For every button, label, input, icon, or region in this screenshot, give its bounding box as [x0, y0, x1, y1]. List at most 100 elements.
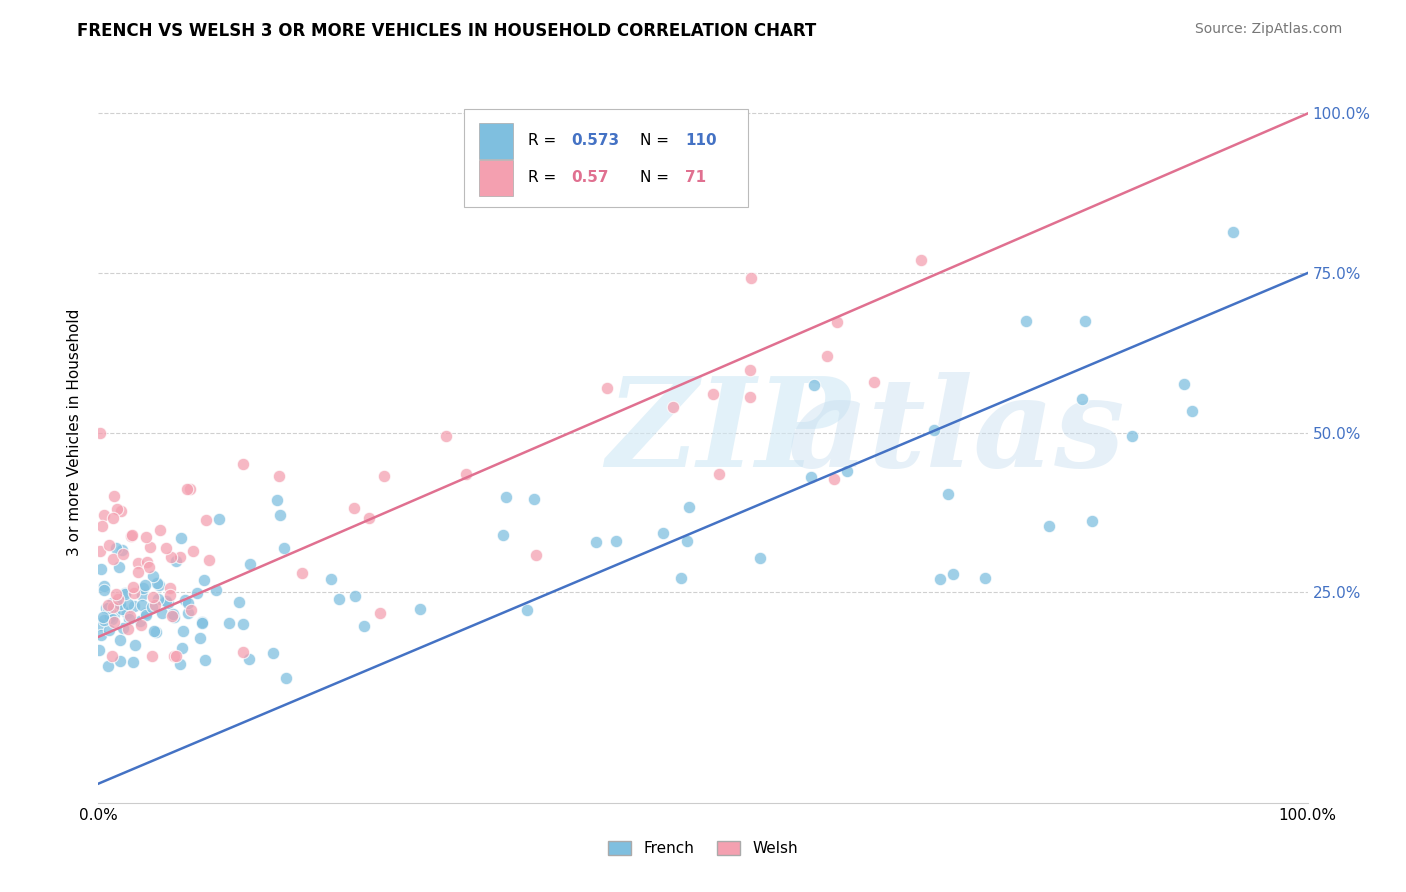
Point	[357, 510, 380, 524]
Point	[1121, 429, 1143, 443]
Point	[274, 672, 297, 686]
Point	[117, 598, 139, 612]
Point	[585, 535, 607, 549]
Point	[702, 386, 724, 401]
Point	[87, 643, 110, 657]
Point	[110, 504, 132, 518]
Point	[94, 601, 117, 615]
Point	[273, 541, 295, 556]
Point	[815, 349, 838, 363]
Text: Source: ZipAtlas.com: Source: ZipAtlas.com	[1195, 22, 1343, 37]
Point	[159, 581, 181, 595]
Point	[353, 619, 375, 633]
Point	[132, 581, 155, 595]
Point	[89, 544, 111, 558]
Text: atlas: atlas	[787, 372, 1125, 493]
Point	[141, 648, 163, 663]
Point	[163, 610, 186, 624]
Point	[740, 270, 762, 285]
Point	[176, 483, 198, 497]
Point	[1070, 392, 1092, 407]
Point	[90, 518, 112, 533]
Text: 110: 110	[685, 133, 717, 148]
Point	[197, 553, 219, 567]
Point	[142, 590, 165, 604]
Point	[749, 550, 772, 565]
Point	[120, 529, 142, 543]
Point	[1173, 377, 1195, 392]
FancyBboxPatch shape	[479, 123, 513, 159]
Point	[114, 587, 136, 601]
Point	[149, 523, 172, 537]
Point	[93, 583, 115, 598]
Point	[232, 457, 254, 471]
Point	[343, 500, 366, 515]
Point	[111, 621, 134, 635]
Point	[143, 624, 166, 638]
Point	[169, 657, 191, 671]
Y-axis label: 3 or more Vehicles in Household: 3 or more Vehicles in Household	[67, 309, 83, 557]
Point	[97, 598, 120, 612]
Point	[131, 589, 153, 603]
Point	[707, 467, 730, 481]
Point	[180, 603, 202, 617]
FancyBboxPatch shape	[464, 109, 748, 207]
Point	[193, 573, 215, 587]
Point	[93, 508, 115, 522]
Point	[232, 616, 254, 631]
Point	[105, 587, 128, 601]
Point	[159, 550, 181, 565]
Point	[266, 492, 288, 507]
Point	[101, 612, 124, 626]
Point	[121, 655, 143, 669]
Point	[170, 640, 193, 655]
Point	[155, 594, 177, 608]
Point	[162, 608, 184, 623]
Point	[103, 551, 125, 566]
Point	[101, 511, 124, 525]
Text: FRENCH VS WELSH 3 OR MORE VEHICLES IN HOUSEHOLD CORRELATION CHART: FRENCH VS WELSH 3 OR MORE VEHICLES IN HO…	[77, 22, 817, 40]
Point	[117, 612, 139, 626]
Point	[122, 580, 145, 594]
Point	[827, 315, 849, 329]
Point	[492, 527, 515, 541]
Point	[1080, 514, 1102, 528]
Point	[194, 653, 217, 667]
Point	[208, 511, 231, 525]
Point	[114, 586, 136, 600]
Point	[90, 628, 112, 642]
Point	[155, 541, 177, 555]
Point	[93, 610, 115, 624]
Point	[97, 600, 120, 615]
Point	[1222, 225, 1244, 239]
Point	[122, 599, 145, 613]
Point	[131, 598, 153, 612]
Point	[165, 554, 187, 568]
Point	[800, 469, 823, 483]
Point	[973, 571, 995, 585]
Point	[131, 618, 153, 632]
Point	[89, 425, 111, 440]
Point	[205, 582, 228, 597]
Text: ZIP: ZIP	[606, 372, 851, 493]
Legend: French, Welsh: French, Welsh	[602, 835, 804, 862]
Point	[157, 596, 180, 610]
Point	[1074, 313, 1097, 327]
Point	[434, 428, 457, 442]
Point	[169, 549, 191, 564]
Point	[98, 624, 121, 638]
Point	[146, 592, 169, 607]
Point	[100, 596, 122, 610]
Point	[835, 464, 858, 478]
Point	[120, 609, 142, 624]
Point	[218, 616, 240, 631]
Point	[523, 491, 546, 506]
Point	[98, 610, 121, 624]
Point	[526, 548, 548, 562]
Point	[652, 526, 675, 541]
Point	[1038, 519, 1060, 533]
Point	[139, 540, 162, 554]
Point	[122, 586, 145, 600]
Point	[290, 566, 312, 581]
Point	[121, 527, 143, 541]
